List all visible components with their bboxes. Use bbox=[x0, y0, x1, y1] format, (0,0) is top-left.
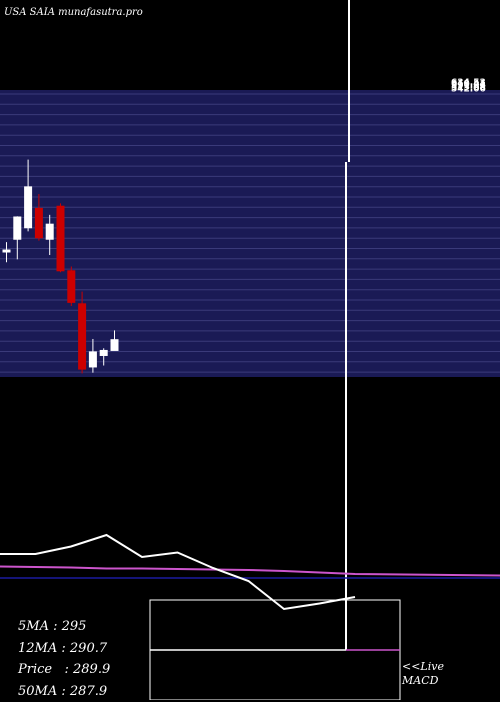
price-panel bbox=[0, 90, 500, 377]
candle bbox=[79, 292, 86, 374]
candle-body bbox=[25, 187, 32, 228]
stat-5ma: 5MA : 295 bbox=[18, 616, 148, 638]
candle-body bbox=[100, 350, 107, 355]
candle-body bbox=[111, 340, 118, 351]
live-label: <<Live MACD bbox=[402, 660, 444, 688]
candle-body bbox=[57, 206, 64, 271]
stat-price: Price : 289.9 bbox=[18, 659, 148, 681]
candle bbox=[68, 267, 75, 306]
chart-title: USA SAIA munafasutra.pro bbox=[4, 7, 143, 18]
macd-signal-line bbox=[0, 567, 500, 576]
candle-body bbox=[89, 352, 96, 367]
candle-body bbox=[35, 208, 42, 237]
candle-body bbox=[14, 217, 21, 239]
stat-12ma: 12MA : 290.7 bbox=[18, 638, 148, 660]
live-text: <<Live bbox=[402, 660, 444, 674]
price-tick-label: 542.06 bbox=[451, 84, 486, 94]
candle-body bbox=[3, 250, 10, 252]
candle-body bbox=[46, 224, 53, 239]
stats-panel: 5MA : 295 12MA : 290.7 Price : 289.9 50M… bbox=[18, 616, 148, 702]
candle bbox=[57, 203, 64, 272]
stat-50ma: 50MA : 287.9 bbox=[18, 681, 148, 702]
macd-text: MACD bbox=[402, 674, 444, 688]
candle-body bbox=[68, 271, 75, 303]
macd-panel bbox=[0, 535, 500, 609]
candle-body bbox=[79, 304, 86, 369]
